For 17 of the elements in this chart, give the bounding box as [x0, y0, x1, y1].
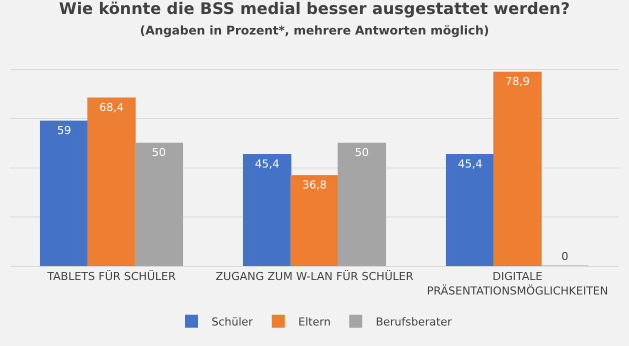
- data-label: 78,9: [505, 75, 530, 88]
- x-tick-label: DIGITALE PRÄSENTATIONSMÖGLICHKEITEN: [426, 270, 608, 298]
- data-label: 68,4: [99, 100, 124, 114]
- chart-subtitle: (Angaben in Prozent*, mehrere Antworten möglich): [140, 24, 490, 38]
- data-label: 0: [561, 250, 568, 263]
- legend-label: Eltern: [298, 316, 331, 329]
- x-tick-label: TABLETS FÜR SCHÜLER: [46, 269, 176, 284]
- data-label: 50: [354, 146, 369, 160]
- data-label: 45,4: [458, 157, 482, 170]
- legend-label: Schüler: [212, 316, 254, 329]
- legend-label: Berufsberater: [376, 316, 452, 329]
- data-label: 59: [57, 124, 72, 138]
- data-label: 45,4: [254, 157, 280, 170]
- data-label: 36,8: [302, 178, 327, 192]
- data-label: 50: [152, 146, 166, 160]
- chart-title: Wie könnte die BSS medial besser ausgestattet werden?: [59, 0, 570, 18]
- x-tick-label: ZUGANG ZUM W-LAN FÜR SCHÜLER: [216, 269, 414, 284]
